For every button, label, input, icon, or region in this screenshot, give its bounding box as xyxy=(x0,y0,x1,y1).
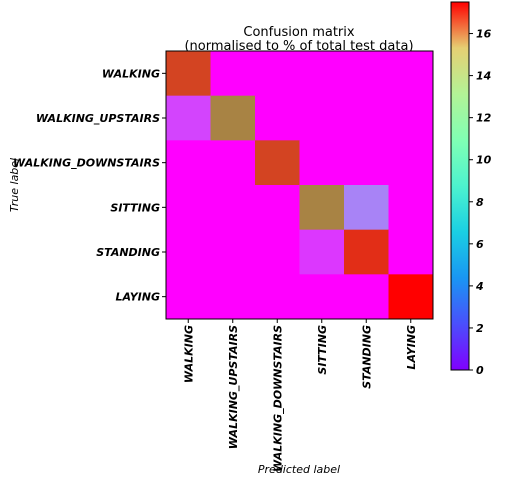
colorbar-ticks: 0 2 4 6 8 10 12 14 16 xyxy=(469,28,492,377)
heatmap-cell xyxy=(166,185,211,231)
heatmap-cell xyxy=(388,95,434,141)
heatmap-cell xyxy=(255,274,300,320)
heatmap-cell xyxy=(299,274,345,320)
heatmap-cell xyxy=(166,229,211,275)
heatmap-cell xyxy=(388,274,434,320)
heatmap-cell xyxy=(255,229,300,275)
heatmap-cell xyxy=(255,95,300,141)
heatmap-cell xyxy=(210,95,256,141)
colorbar-tick-label: 4 xyxy=(475,280,484,293)
y-tick-labels: WALKING WALKING_UPSTAIRS WALKING_DOWNSTAIR… xyxy=(13,67,166,304)
x-tick-label: WALKING_UPSTAIRS xyxy=(227,325,240,449)
y-tick-label: SITTING xyxy=(110,201,160,214)
heatmap-cell xyxy=(344,229,389,275)
colorbar xyxy=(450,1,470,371)
heatmap-cell xyxy=(299,185,345,231)
x-tick-label: STANDING xyxy=(360,325,373,389)
colorbar-tick-label: 12 xyxy=(476,112,492,125)
heatmap-cell xyxy=(299,140,345,186)
colorbar-tick-label: 2 xyxy=(476,322,484,335)
chart-title: Confusion matrix xyxy=(243,25,354,40)
x-tick-labels: WALKING WALKING_UPSTAIRS WALKING_DOWNSTAIR… xyxy=(182,319,418,472)
y-tick-label: STANDING xyxy=(96,246,160,259)
x-tick-label: LAYING xyxy=(405,325,418,370)
colorbar-tick-label: 16 xyxy=(476,28,492,41)
colorbar-tick-label: 6 xyxy=(476,238,484,251)
heatmap-cell xyxy=(388,140,434,186)
heatmap-cell xyxy=(210,51,256,97)
x-axis-label: Predicted label xyxy=(258,463,340,476)
x-tick-label: SITTING xyxy=(316,325,329,375)
heatmap-cell xyxy=(344,140,389,186)
heatmap-cell xyxy=(166,95,211,141)
y-tick-label: WALKING_UPSTAIRS xyxy=(36,112,160,125)
heatmap-cell xyxy=(255,51,300,97)
heatmap-cell xyxy=(166,51,211,97)
heatmap-cell xyxy=(166,274,211,320)
y-tick-label: LAYING xyxy=(115,291,160,304)
colorbar-tick-label: 0 xyxy=(476,364,484,377)
plot-frame xyxy=(165,50,434,320)
colorbar-tick-label: 14 xyxy=(476,70,491,83)
heatmap-cell xyxy=(344,51,389,97)
heatmap-cell xyxy=(299,229,345,275)
heatmap-cells xyxy=(166,51,434,320)
heatmap-cell xyxy=(388,185,434,231)
heatmap-cell xyxy=(210,140,256,186)
heatmap-cell xyxy=(344,95,389,141)
heatmap-cell xyxy=(210,229,256,275)
heatmap-cell xyxy=(388,229,434,275)
heatmap-cell xyxy=(210,185,256,231)
heatmap-cell xyxy=(388,51,434,97)
y-tick-label: WALKING_DOWNSTAIRS xyxy=(13,157,160,170)
chart-subtitle: (normalised to % of total test data) xyxy=(184,39,413,54)
colorbar-tick-label: 10 xyxy=(476,154,492,167)
heatmap-cell xyxy=(166,140,211,186)
heatmap-cell xyxy=(255,185,300,231)
heatmap-cell xyxy=(210,274,256,320)
colorbar-tick-label: 8 xyxy=(476,196,484,209)
y-axis-label: True label xyxy=(8,158,21,212)
x-tick-label: WALKING xyxy=(182,325,195,383)
heatmap-cell xyxy=(344,274,389,320)
heatmap-cell xyxy=(299,95,345,141)
heatmap-cell xyxy=(299,51,345,97)
y-tick-label: WALKING xyxy=(102,67,160,80)
heatmap-cell xyxy=(255,140,300,186)
heatmap-cell xyxy=(344,185,389,231)
x-tick-label: WALKING_DOWNSTAIRS xyxy=(271,325,284,472)
